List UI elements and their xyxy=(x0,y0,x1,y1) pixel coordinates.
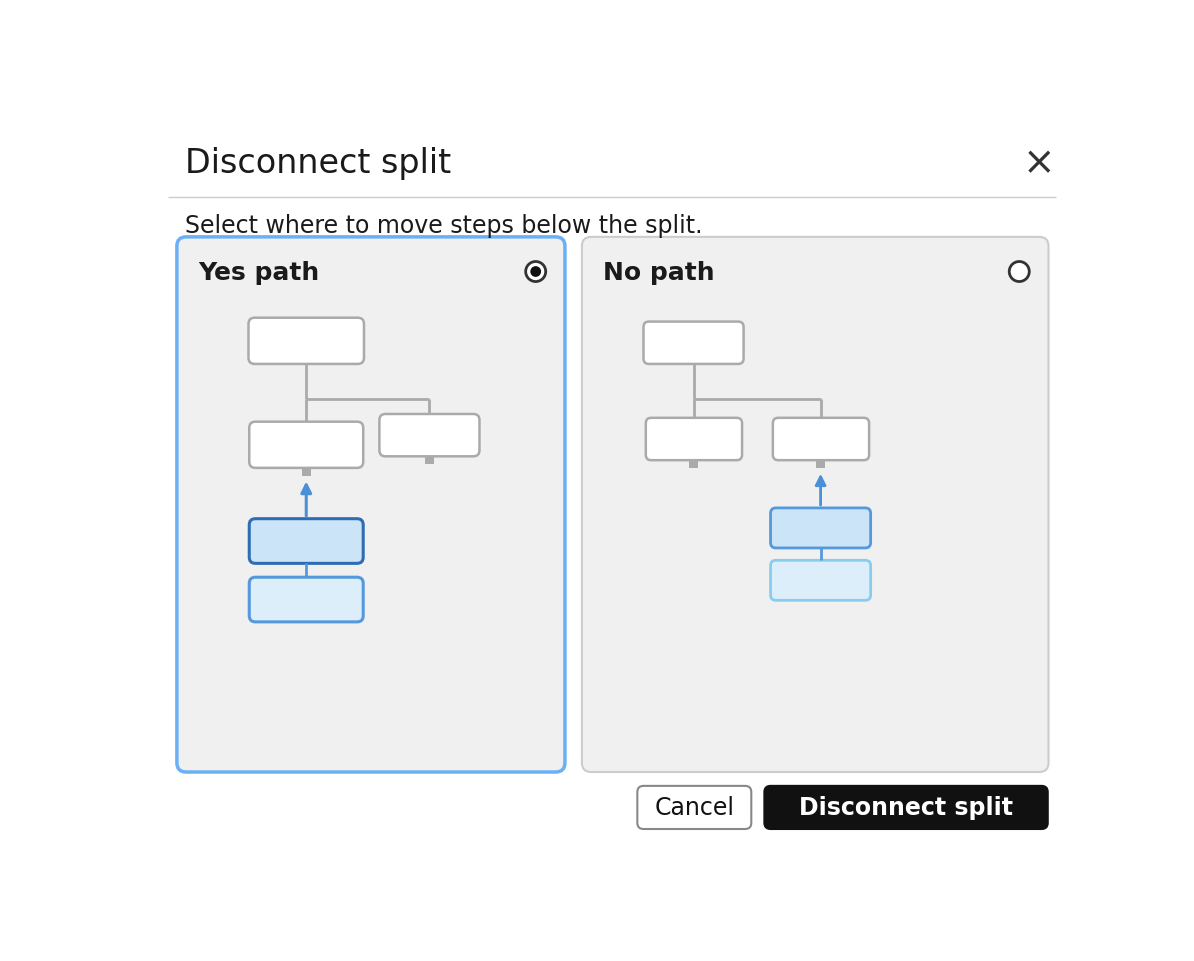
FancyBboxPatch shape xyxy=(638,786,751,829)
Bar xyxy=(425,456,435,464)
Circle shape xyxy=(530,267,541,278)
Text: No path: No path xyxy=(603,260,715,284)
FancyBboxPatch shape xyxy=(380,414,480,456)
Bar xyxy=(689,460,698,468)
Text: Disconnect split: Disconnect split xyxy=(799,796,1013,820)
Text: Select where to move steps below the split.: Select where to move steps below the spl… xyxy=(185,214,702,238)
FancyBboxPatch shape xyxy=(770,560,870,601)
FancyBboxPatch shape xyxy=(770,508,870,549)
FancyBboxPatch shape xyxy=(764,786,1048,829)
FancyBboxPatch shape xyxy=(773,418,869,460)
FancyBboxPatch shape xyxy=(248,318,364,364)
Text: ×: × xyxy=(1023,144,1055,182)
Text: Disconnect split: Disconnect split xyxy=(185,146,450,180)
Circle shape xyxy=(1009,262,1029,283)
Text: Cancel: Cancel xyxy=(654,796,734,820)
FancyBboxPatch shape xyxy=(250,578,363,622)
Circle shape xyxy=(525,262,546,283)
FancyBboxPatch shape xyxy=(250,422,363,468)
FancyBboxPatch shape xyxy=(644,322,744,364)
FancyBboxPatch shape xyxy=(250,519,363,564)
Bar xyxy=(816,460,825,468)
Text: Yes path: Yes path xyxy=(198,260,320,284)
FancyBboxPatch shape xyxy=(581,237,1048,773)
FancyBboxPatch shape xyxy=(177,237,565,773)
FancyBboxPatch shape xyxy=(646,418,741,460)
Bar xyxy=(302,468,310,476)
